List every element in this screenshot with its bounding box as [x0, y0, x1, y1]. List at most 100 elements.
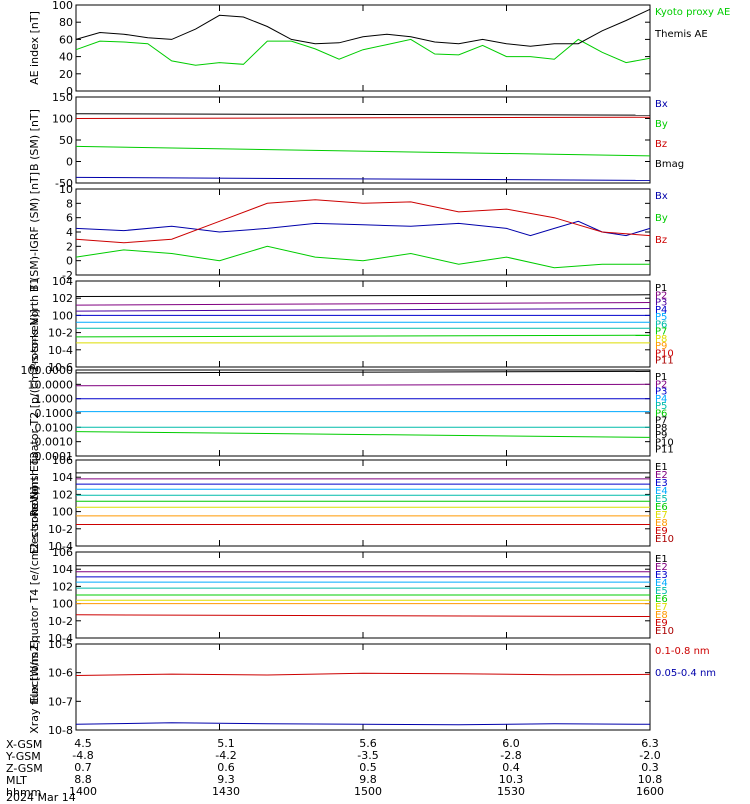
legend-entry: Kyoto proxy AE — [655, 7, 730, 18]
y-tick-label: 6 — [66, 212, 73, 225]
y-tick-label: 104 — [52, 563, 73, 576]
y-tick-label: -2 — [62, 269, 73, 282]
series-line — [75, 722, 651, 726]
y-tick-label: 0.1000 — [35, 407, 74, 420]
y-tick-label: 104 — [52, 471, 73, 484]
series-line — [75, 145, 651, 157]
legend-entry: Bz — [655, 139, 667, 150]
legend-entry: E1 — [655, 554, 668, 565]
y-tick-label: 106 — [52, 454, 73, 467]
panel-frame — [75, 369, 651, 457]
legend-entry: P10 — [655, 437, 674, 448]
legend-entry: E1 — [655, 462, 668, 473]
y-tick-label: 102 — [52, 488, 73, 501]
series-line — [75, 614, 651, 617]
legend-entry: P4 — [655, 305, 667, 316]
legend-entry: P2 — [655, 379, 667, 390]
series-line — [75, 383, 651, 387]
legend-entry: P7 — [655, 416, 667, 427]
y-tick-label: 102 — [52, 292, 73, 305]
legend-entry: P9 — [655, 341, 667, 352]
legend-entry: E5 — [655, 494, 668, 505]
y-tick-label: 10-5 — [48, 638, 73, 651]
legend-entry: P6 — [655, 319, 667, 330]
legend-entry: P11 — [655, 356, 674, 367]
y-tick-label: 20 — [59, 68, 73, 81]
legend-entry: P5 — [655, 401, 667, 412]
legend-entry: E3 — [655, 570, 668, 581]
y-axis-label: Electrons North T3 — [28, 452, 41, 554]
y-axis-label: AE index [nT] — [28, 11, 41, 85]
series-line — [75, 220, 651, 237]
y-axis-label: Electrons Equator T4 [e/(cm2-s-sr-keV)] — [28, 486, 41, 703]
y-tick-label: 150 — [52, 91, 73, 104]
legend-entry: Bmag — [655, 159, 684, 170]
legend-entry: P4 — [655, 394, 667, 405]
y-tick-label: -50 — [55, 177, 73, 190]
y-tick-label: 10-2 — [48, 615, 73, 628]
panel-frame — [75, 188, 651, 276]
y-tick-label: 0.0100 — [35, 421, 74, 434]
legend-entry: P9 — [655, 430, 667, 441]
legend-entry: By — [655, 213, 668, 224]
legend-entry: P6 — [655, 408, 667, 419]
legend-entry: P3 — [655, 298, 667, 309]
legend-entry: E7 — [655, 510, 668, 521]
legend-entry: E8 — [655, 518, 668, 529]
legend-entry: P2 — [655, 290, 667, 301]
legend-entry: E9 — [655, 526, 668, 537]
y-tick-label: 100 — [52, 0, 73, 12]
legend-entry: P11 — [655, 445, 674, 456]
y-axis-label: B (SM) [nT] — [28, 109, 41, 171]
legend-entry: E2 — [655, 562, 668, 573]
y-tick-label: 10-2 — [48, 523, 73, 536]
legend-entry: E7 — [655, 602, 668, 613]
legend-entry: P10 — [655, 348, 674, 359]
y-tick-label: 60 — [59, 33, 73, 46]
y-tick-label: 4 — [66, 226, 73, 239]
legend-entry: P5 — [655, 312, 667, 323]
legend-entry: E9 — [655, 618, 668, 629]
series-line — [75, 294, 651, 297]
y-tick-label: 0 — [66, 255, 73, 268]
y-tick-label: 10-2 — [48, 327, 73, 340]
y-tick-label: 50 — [59, 134, 73, 147]
panel-frame — [75, 4, 651, 92]
y-tick-label: 106 — [52, 546, 73, 559]
legend-entry: E6 — [655, 594, 668, 605]
panel-frame — [75, 643, 651, 731]
series-line — [75, 113, 651, 116]
panel-frame — [75, 96, 651, 184]
y-axis-label: Protons Equator T2 [p/(cm2-s-sr-keV)] — [28, 309, 41, 517]
legend-entry: E8 — [655, 610, 668, 621]
y-tick-label: 100 — [52, 598, 73, 611]
legend-entry: E5 — [655, 586, 668, 597]
y-tick-label: 40 — [59, 51, 73, 64]
legend-entry: P3 — [655, 387, 667, 398]
legend-entry: 0.1-0.8 nm — [655, 646, 710, 657]
y-tick-label: 80 — [59, 16, 73, 29]
y-tick-label: 10.0000 — [28, 378, 74, 391]
legend-entry: E10 — [655, 626, 674, 637]
series-line — [75, 199, 651, 244]
series-line — [75, 176, 651, 181]
series-line — [75, 302, 651, 306]
series-line — [75, 672, 651, 676]
y-tick-label: 10 — [59, 183, 73, 196]
y-axis-label: Protons North T1 — [28, 278, 41, 371]
y-tick-label: 10-6 — [48, 667, 73, 680]
legend-entry: By — [655, 119, 668, 130]
series-line — [75, 116, 651, 119]
y-tick-label: 10-8 — [48, 724, 73, 737]
y-tick-label: 10-7 — [48, 695, 73, 708]
y-tick-label: 2 — [66, 240, 73, 253]
y-tick-label: 8 — [66, 197, 73, 210]
series-line — [75, 334, 651, 338]
series-line — [75, 245, 650, 269]
legend-entry: Themis AE — [654, 29, 708, 40]
legend-entry: E4 — [655, 486, 668, 497]
y-tick-label: 0 — [66, 85, 73, 98]
legend-entry: Bx — [655, 191, 668, 202]
legend-entry: Bx — [655, 99, 668, 110]
y-tick-label: 0 — [66, 156, 73, 169]
